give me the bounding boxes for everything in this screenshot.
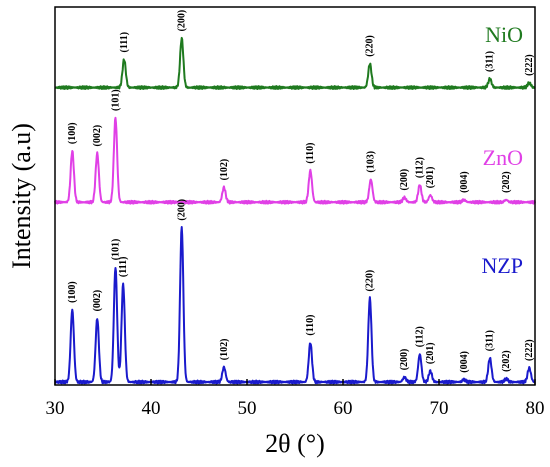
peak-label-layer: (111) (200) (220) (311) (222) (100) (002) (101)… xyxy=(67,10,535,373)
peak-label-nio-220: (220) xyxy=(365,35,376,57)
peak-label-nzp-111: (111) xyxy=(118,257,129,278)
series-name-nzp: NZP xyxy=(481,253,523,278)
y-axis-label: Intensity (a.u) xyxy=(7,123,36,269)
series-layer xyxy=(54,36,536,385)
peak-label-nzp-102: (102) xyxy=(219,339,230,361)
peak-label-nzp-100: (100) xyxy=(67,281,78,303)
peak-label-zno-100: (100) xyxy=(67,122,78,144)
x-tick-label: 50 xyxy=(238,398,257,419)
peak-label-zno-110: (110) xyxy=(305,142,316,163)
peak-label-zno-112: (112) xyxy=(415,157,426,178)
x-tick-label: 70 xyxy=(430,398,449,419)
series-name-layer: NiO ZnO NZP xyxy=(481,22,523,278)
x-tick-label: 80 xyxy=(526,398,545,419)
x-tick-label: 40 xyxy=(142,398,161,419)
x-tick-layer: 30 40 50 60 70 80 xyxy=(46,379,545,419)
peak-label-zno-004: (004) xyxy=(459,171,470,193)
series-name-zno: ZnO xyxy=(483,145,523,170)
peak-label-nzp-112: (112) xyxy=(415,326,426,347)
peak-label-nzp-201: (201) xyxy=(425,342,436,364)
series-line-zno xyxy=(54,116,536,205)
x-axis-label: 2θ (°) xyxy=(265,429,325,458)
series-line-nzp xyxy=(54,226,536,385)
plot-frame xyxy=(54,6,536,386)
peak-label-nio-311: (311) xyxy=(485,51,496,72)
peak-label-nzp-220: (220) xyxy=(365,270,376,292)
peak-label-nzp-200: (200) xyxy=(399,349,410,371)
series-line-nio xyxy=(54,36,536,91)
peak-label-zno-103: (103) xyxy=(366,151,377,173)
peak-label-zno-200: (200) xyxy=(399,169,410,191)
x-tick-label: 60 xyxy=(334,398,353,419)
peak-label-zno-201: (201) xyxy=(425,167,436,189)
peak-label-zno-202: (202) xyxy=(501,171,512,193)
peak-label-nzp-101: (101) xyxy=(110,239,121,261)
peak-label-zno-102: (102) xyxy=(219,159,230,181)
peak-label-nzp-110: (110) xyxy=(305,314,316,335)
peak-label-nzp-004: (004) xyxy=(459,351,470,373)
peak-label-nzp-002: (002) xyxy=(92,290,103,312)
peak-label-nzp-202: (202) xyxy=(501,350,512,372)
peak-label-nzp-311: (311) xyxy=(485,330,496,351)
x-tick-label: 30 xyxy=(46,398,65,419)
peak-label-nio-200: (200) xyxy=(176,10,187,32)
peak-label-nzp-222: (222) xyxy=(524,339,535,361)
peak-label-nzp-200: (200) xyxy=(176,199,187,221)
peak-label-zno-002: (002) xyxy=(92,125,103,147)
series-name-nio: NiO xyxy=(485,22,523,47)
peak-label-zno-101: (101) xyxy=(110,89,121,111)
peak-label-nio-222: (222) xyxy=(524,54,535,76)
peak-label-nio-111: (111) xyxy=(119,32,130,53)
